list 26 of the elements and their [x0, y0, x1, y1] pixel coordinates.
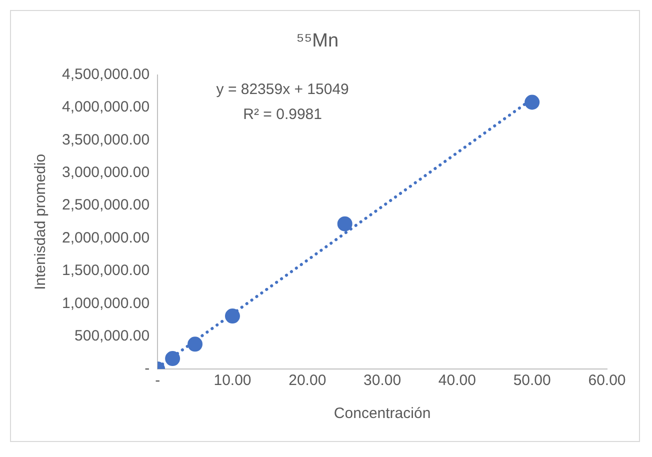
x-tick-label: 40.00	[438, 372, 476, 390]
point	[188, 336, 203, 352]
y-tick-label: 3,000,000.00	[62, 164, 150, 182]
point	[337, 216, 352, 232]
chart-title: ⁵⁵Mn	[296, 30, 339, 52]
point	[165, 351, 180, 366]
annotation: R² = 0.9981	[243, 106, 322, 123]
x-tick-label: 20.00	[288, 372, 326, 390]
y-axis-title: Intenisdad promedio	[32, 154, 50, 290]
x-tick-label: 10.00	[214, 372, 252, 390]
y-tick-label: 1,500,000.00	[62, 262, 150, 280]
y-tick-label: 3,500,000.00	[62, 131, 150, 148]
y-tick-label: 2,500,000.00	[62, 196, 150, 214]
x-tick-label: 60.00	[588, 372, 626, 390]
y-tick-label: 1,000,000.00	[62, 294, 150, 312]
y-tick-label: 4,500,000.00	[62, 66, 150, 83]
x-tick-label: 30.00	[364, 372, 402, 390]
x-tick-label: 50.00	[513, 372, 551, 390]
annotation: y = 82359x + 15049	[216, 80, 349, 98]
point	[224, 308, 240, 324]
point	[524, 94, 540, 110]
y-tick-label: -	[144, 360, 150, 378]
y-tick-label: 500,000.00	[74, 327, 150, 344]
y-tick-label: 4,000,000.00	[62, 98, 150, 116]
y-tick-label: 2,000,000.00	[62, 229, 150, 246]
x-axis-title: Concentración	[334, 405, 431, 422]
